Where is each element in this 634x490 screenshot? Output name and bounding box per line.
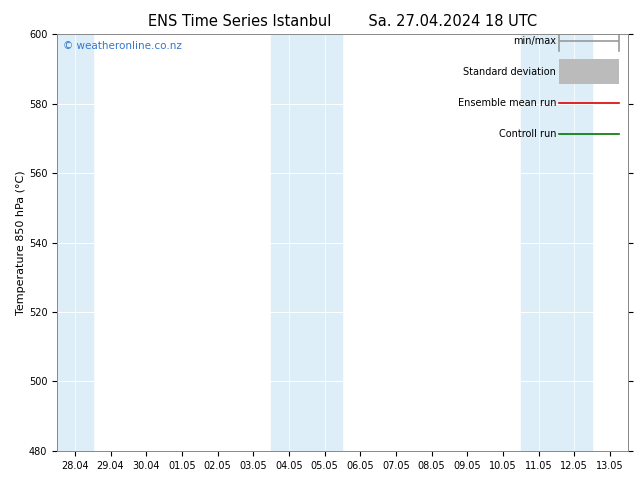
Text: Controll run: Controll run [499, 129, 557, 139]
FancyBboxPatch shape [559, 59, 619, 84]
Text: min/max: min/max [514, 36, 557, 46]
Text: Ensemble mean run: Ensemble mean run [458, 98, 557, 108]
Bar [271, 34, 342, 451]
Text: © weatheronline.co.nz: © weatheronline.co.nz [63, 41, 181, 50]
Text: Standard deviation: Standard deviation [463, 67, 557, 77]
Y-axis label: Temperature 850 hPa (°C): Temperature 850 hPa (°C) [16, 170, 26, 315]
Bar [57, 34, 93, 451]
Title: ENS Time Series Istanbul        Sa. 27.04.2024 18 UTC: ENS Time Series Istanbul Sa. 27.04.2024 … [148, 14, 537, 29]
Bar [521, 34, 592, 451]
